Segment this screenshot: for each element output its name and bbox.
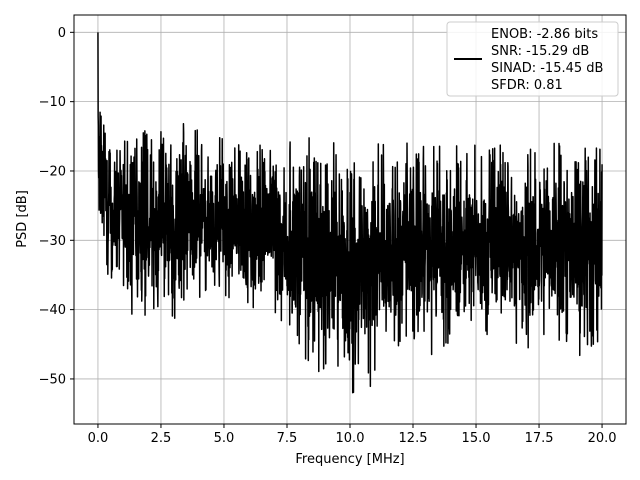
legend-line-sfdr: SFDR: 0.81 — [491, 78, 563, 93]
x-tick-label: 2.5 — [151, 431, 172, 446]
legend-line-enob: ENOB: -2.86 bits — [491, 27, 598, 42]
y-tick-label: −40 — [39, 303, 66, 318]
legend: ENOB: -2.86 bits SNR: -15.29 dB SINAD: -… — [446, 21, 619, 97]
x-tick-label: 20.0 — [588, 431, 617, 446]
x-tick-label: 7.5 — [277, 431, 298, 446]
plot-area — [97, 32, 603, 394]
legend-line-snr: SNR: -15.29 dB — [491, 44, 589, 59]
x-tick-label: 5.0 — [214, 431, 235, 446]
legend-box — [446, 21, 619, 97]
x-tick-label: 15.0 — [462, 431, 491, 446]
y-tick-label: −10 — [39, 95, 66, 110]
x-tick-label: 10.0 — [336, 431, 365, 446]
y-tick-label: −50 — [39, 372, 66, 387]
x-tick-label: 12.5 — [399, 431, 428, 446]
x-axis: 0.0 2.5 5.0 7.5 10.0 12.5 15.0 17.5 20.0 — [88, 424, 617, 446]
y-axis: 0 −10 −20 −30 −40 −50 — [39, 26, 74, 387]
y-axis-label: PSD [dB] — [15, 190, 30, 248]
y-tick-label: 0 — [58, 26, 66, 41]
y-tick-label: −30 — [39, 234, 66, 249]
y-tick-label: −20 — [39, 164, 66, 179]
x-tick-label: 0.0 — [88, 431, 109, 446]
series-psd-line — [97, 32, 603, 394]
x-tick-label: 17.5 — [525, 431, 554, 446]
legend-line-sinad: SINAD: -15.45 dB — [491, 61, 603, 76]
x-axis-label: Frequency [MHz] — [295, 452, 404, 467]
